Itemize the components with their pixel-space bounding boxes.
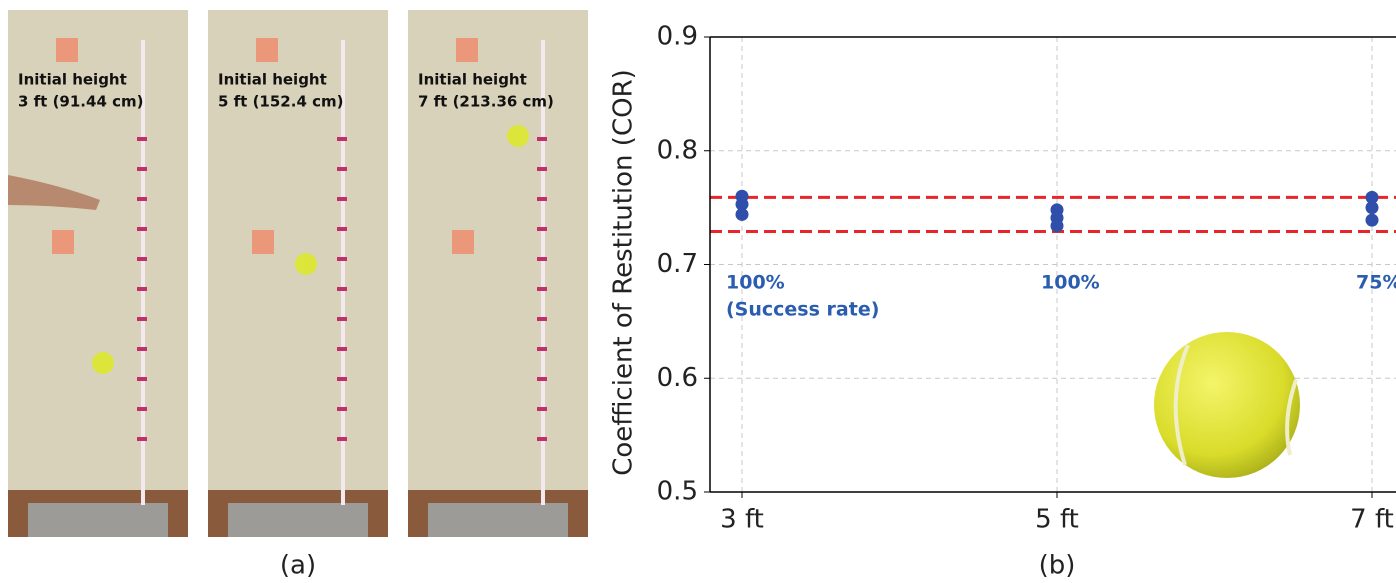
marker [52, 230, 74, 254]
ruler-mark [137, 407, 147, 411]
ruler-mark [337, 407, 347, 411]
marker [256, 38, 278, 62]
ruler-mark [337, 257, 347, 261]
photo-label: Initial height [418, 71, 527, 89]
marker [452, 230, 474, 254]
ball [295, 253, 317, 275]
ruler-mark [337, 317, 347, 321]
data-point [1051, 219, 1064, 232]
marker [56, 38, 78, 62]
ruler-mark [137, 227, 147, 231]
y-tick-label: 0.5 [657, 477, 698, 507]
caption: (a) [280, 551, 316, 581]
y-axis-label: Coefficient of Restitution (COR) [609, 69, 639, 476]
x-tick-label: 7 ft [1350, 505, 1394, 535]
y-tick-label: 0.6 [657, 363, 698, 393]
photo-label: 5 ft (152.4 cm) [218, 93, 343, 111]
photo-label: 3 ft (91.44 cm) [18, 93, 143, 111]
ruler-mark [537, 377, 547, 381]
ruler-mark [537, 317, 547, 321]
photo-label: Initial height [18, 71, 127, 89]
photo [208, 10, 388, 537]
ruler-mark [337, 347, 347, 351]
ruler-mark [537, 167, 547, 171]
ruler-mark [337, 167, 347, 171]
ruler-mark [337, 437, 347, 441]
photo-label: 7 ft (213.36 cm) [418, 93, 554, 111]
ruler-mark [137, 287, 147, 291]
ruler-mark [137, 167, 147, 171]
ruler-mark [537, 257, 547, 261]
ruler-mark [537, 287, 547, 291]
x-tick-label: 5 ft [1035, 505, 1079, 535]
ruler-mark [137, 197, 147, 201]
y-tick-label: 0.9 [657, 22, 698, 52]
ruler-mark [137, 347, 147, 351]
ruler-mark [537, 347, 547, 351]
board [428, 503, 568, 537]
data-point [1366, 201, 1379, 214]
chart: 0.5 0.6 0.7 0.8 0.9 3 ft 5 ft 7 ft 100% (Success … [609, 22, 1396, 581]
annotation: (Success rate) [726, 299, 879, 321]
marker [456, 38, 478, 62]
ball [92, 352, 114, 374]
annotation: 100% [726, 272, 785, 294]
ball [507, 125, 529, 147]
annotation: 100% [1041, 272, 1100, 294]
ruler-mark [137, 257, 147, 261]
data-point [1366, 214, 1379, 227]
annotation: 75% [1356, 272, 1396, 294]
ruler-mark [337, 227, 347, 231]
y-tick-label: 0.8 [657, 135, 698, 165]
figure: Initial height 3 ft (91.44 cm) Initial hei… [0, 0, 1396, 583]
photo [8, 10, 188, 537]
ruler-mark [137, 317, 147, 321]
ruler-mark [537, 197, 547, 201]
ruler-mark [337, 287, 347, 291]
board [28, 503, 168, 537]
marker [252, 230, 274, 254]
ruler-mark [537, 437, 547, 441]
board [228, 503, 368, 537]
ruler-mark [537, 227, 547, 231]
photo [408, 10, 588, 537]
ruler-mark [337, 377, 347, 381]
ruler-mark [137, 377, 147, 381]
ruler-mark [537, 407, 547, 411]
ruler-mark [537, 137, 547, 141]
data-point [736, 208, 749, 221]
ruler-mark [337, 197, 347, 201]
photo-panel: Initial height 3 ft (91.44 cm) Initial hei… [8, 10, 588, 537]
x-tick-label: 3 ft [720, 505, 764, 535]
ruler-mark [137, 137, 147, 141]
ruler-mark [137, 437, 147, 441]
caption: (b) [1039, 551, 1076, 581]
y-tick-label: 0.7 [657, 249, 698, 279]
ruler-mark [337, 137, 347, 141]
photo-label: Initial height [218, 71, 327, 89]
